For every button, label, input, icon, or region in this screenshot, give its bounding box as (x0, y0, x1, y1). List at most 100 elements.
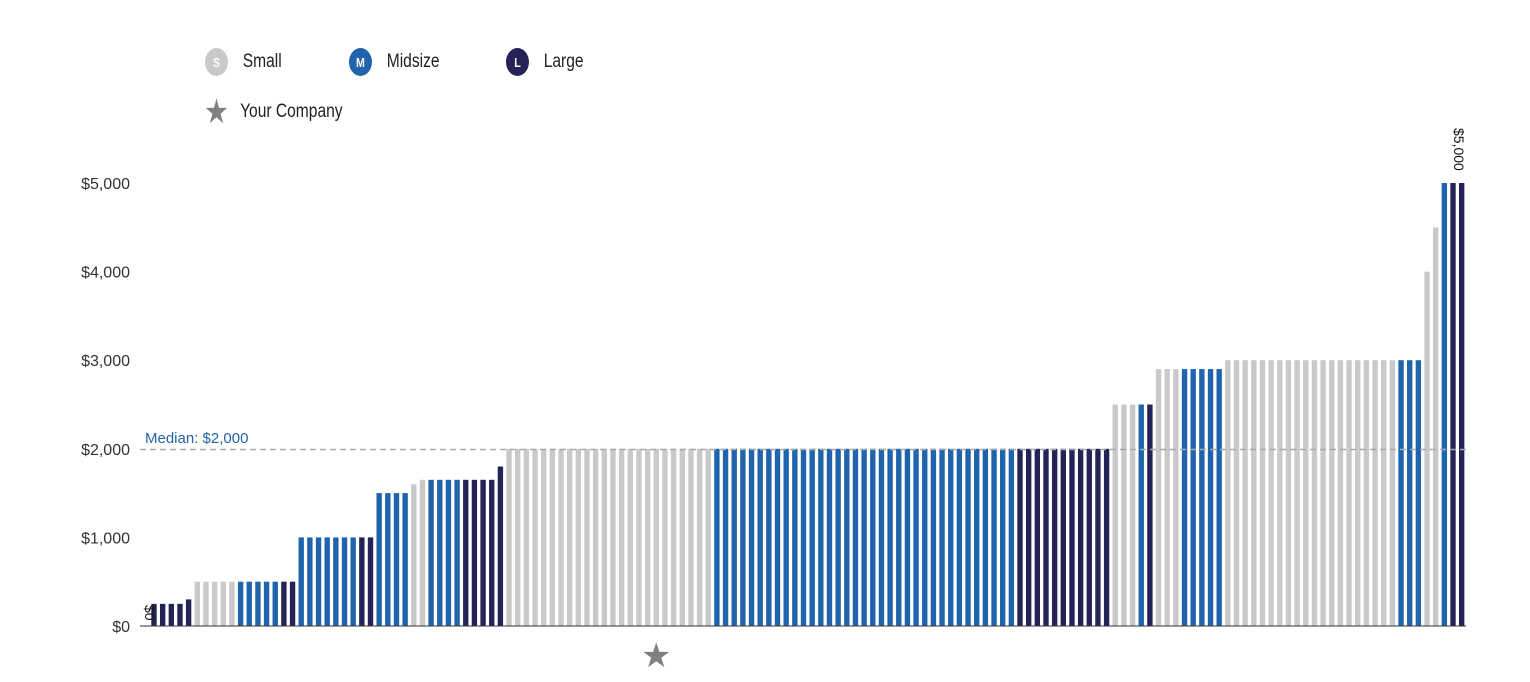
bar (341, 537, 348, 626)
bar (445, 479, 452, 626)
y-tick-label: $5,000 (81, 176, 130, 193)
bar (974, 448, 980, 626)
bar (1043, 448, 1049, 626)
bar (1225, 360, 1231, 626)
bar (1216, 369, 1222, 626)
bar (324, 537, 330, 626)
bar (203, 581, 209, 626)
bar (1138, 404, 1144, 626)
bar (618, 448, 625, 626)
bar (541, 448, 547, 626)
bar (809, 448, 815, 626)
bar (558, 448, 564, 626)
bar (1346, 360, 1352, 626)
bar (315, 537, 322, 626)
y-tick-label: $4,000 (81, 265, 130, 282)
bar (454, 479, 460, 626)
bar (566, 448, 573, 626)
bar (1017, 448, 1023, 626)
bar (255, 581, 261, 626)
bar (1398, 360, 1404, 626)
bar (1407, 360, 1413, 626)
legend-large: L Large (506, 48, 584, 76)
bar (1424, 271, 1430, 626)
bar (263, 581, 270, 626)
bar (922, 448, 928, 626)
bar (194, 581, 200, 626)
bar (1294, 360, 1300, 626)
bar (497, 466, 504, 626)
bar (818, 448, 824, 626)
bar (1242, 360, 1248, 626)
bar (1147, 404, 1153, 626)
bar (298, 537, 304, 626)
bar (792, 448, 798, 626)
last-value-label: $5,000 (1451, 128, 1467, 171)
bar (1181, 369, 1188, 626)
bar (1285, 360, 1292, 626)
bar (220, 581, 226, 626)
bar (185, 599, 192, 626)
bar (471, 479, 478, 626)
star-icon: ★ (204, 93, 229, 131)
bar (1303, 360, 1309, 626)
y-tick-label: $1,000 (81, 530, 130, 547)
bar (1095, 448, 1101, 626)
bar (532, 448, 538, 626)
y-tick-label: $0 (112, 619, 130, 636)
small-badge-icon: S (205, 48, 228, 76)
bar (939, 448, 945, 626)
bar (393, 493, 400, 626)
bar (722, 448, 729, 626)
bar (844, 448, 850, 626)
bar (159, 603, 166, 626)
bar (948, 448, 954, 626)
bar (930, 448, 937, 626)
bar (636, 448, 642, 626)
bar (592, 448, 599, 626)
bar (1311, 360, 1318, 626)
bar (757, 448, 763, 626)
y-tick-label: $3,000 (81, 353, 130, 370)
bar (402, 493, 408, 626)
bar (1389, 360, 1396, 626)
legend-midsize: M Midsize (349, 48, 440, 76)
bar (982, 448, 989, 626)
bar (1069, 448, 1075, 626)
bar (1433, 227, 1439, 627)
bar (731, 448, 737, 626)
bar (333, 537, 339, 626)
median-label: Median: $2,000 (145, 430, 248, 447)
bar (1129, 404, 1136, 626)
bar (714, 448, 720, 626)
bar (965, 448, 971, 626)
bar (463, 479, 469, 626)
bar (385, 493, 391, 626)
bar (1458, 183, 1465, 626)
bar (627, 448, 633, 626)
bar (1086, 448, 1092, 626)
bar (1337, 360, 1344, 626)
bar (549, 448, 556, 626)
legend-your-company: ★ Your Company (204, 93, 343, 131)
bar (852, 448, 859, 626)
bar (800, 448, 807, 626)
bar (1077, 448, 1084, 626)
bar (861, 448, 867, 626)
bar (774, 448, 781, 626)
bar (688, 448, 694, 626)
bar (1329, 360, 1335, 626)
bar (246, 581, 252, 626)
legend-your-company-label: Your Company (240, 101, 343, 122)
bar (1268, 360, 1274, 626)
bar (956, 448, 963, 626)
bar (887, 448, 893, 626)
bar (237, 581, 244, 626)
bar (272, 581, 278, 626)
bar (991, 448, 997, 626)
bar (367, 537, 374, 626)
bar (1199, 369, 1205, 626)
bar (359, 537, 365, 626)
bar (748, 448, 755, 626)
